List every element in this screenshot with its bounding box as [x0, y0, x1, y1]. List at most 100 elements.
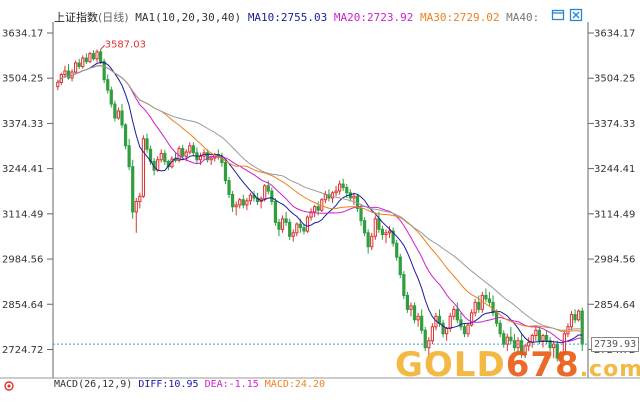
candle-body-down [573, 314, 577, 321]
candle [395, 239, 399, 261]
window-icon[interactable] [551, 7, 565, 21]
candle-body-down [270, 190, 274, 202]
y-tick-label-left: 3244.41 [2, 164, 43, 175]
candle-body-up [416, 315, 420, 321]
candle-body-up [452, 308, 456, 317]
y-tick-label-left: 2984.56 [2, 255, 43, 266]
candle [116, 107, 121, 120]
close-icon[interactable] [569, 7, 583, 22]
candle-body-up [541, 334, 545, 342]
candle [430, 323, 434, 345]
candle-body-down [377, 218, 381, 230]
macd-settings-icon[interactable] [2, 378, 16, 397]
candle [412, 302, 417, 324]
candle-body-down [405, 294, 410, 310]
candle [159, 149, 163, 163]
candle-body-down [362, 220, 367, 234]
candle-body-down [491, 301, 495, 314]
candle [145, 133, 149, 153]
candle-body-up [95, 51, 99, 60]
candle-body-up [530, 334, 534, 343]
candle-body-down [223, 162, 228, 182]
peak-value-label: 3587.03 [105, 39, 146, 50]
candle [74, 60, 78, 75]
diff-label: DIFF:10.95 [138, 379, 199, 390]
candle-body-down [120, 110, 124, 126]
candle-body-down [502, 333, 506, 345]
candle-body-up [198, 155, 203, 161]
y-tick-label-right: 3114.49 [594, 209, 635, 220]
candle [95, 49, 99, 63]
candle-body-up [330, 192, 335, 199]
candle-body-up [569, 314, 574, 328]
candle [81, 55, 85, 69]
candle [277, 218, 281, 237]
candle [288, 218, 292, 240]
candle [245, 198, 249, 211]
candle-body-down [437, 315, 442, 324]
candle [120, 104, 124, 129]
candle-body-up [334, 190, 338, 194]
y-tick-label-right: 3244.41 [594, 164, 635, 175]
candle [138, 192, 142, 209]
candle [359, 204, 363, 226]
candle [341, 178, 345, 192]
chart-header: 上证指数(日线) MA1(10,20,30,40) MA10:2755.03 M… [54, 9, 539, 25]
candle-body-down [230, 194, 235, 208]
y-tick-label-left: 3634.17 [2, 28, 43, 39]
candle-body-down [487, 298, 492, 303]
candle [109, 86, 113, 108]
candle [387, 225, 392, 239]
candle [519, 333, 524, 359]
ma20-line [57, 65, 583, 343]
candle [505, 333, 509, 352]
y-tick-label-left: 3504.25 [2, 74, 43, 85]
candle-body-down [462, 326, 467, 335]
candle-body-down [66, 70, 71, 79]
candle-body-down [345, 187, 349, 194]
candle-body-down [77, 62, 81, 67]
y-tick-label-right: 2854.64 [594, 300, 635, 311]
candle-body-up [313, 206, 317, 213]
candle [484, 288, 488, 303]
moving-average-lines [57, 61, 583, 344]
candle [541, 333, 545, 348]
candle [98, 49, 103, 65]
candle-body-down [402, 274, 406, 296]
candle-body-down [484, 294, 488, 300]
candle-body-up [409, 305, 413, 310]
candle-body-down [163, 152, 167, 162]
candle-body-up [248, 194, 253, 202]
candle [370, 232, 374, 251]
candle-body-down [455, 308, 459, 321]
candle [391, 227, 395, 247]
candle [66, 64, 71, 80]
candle [323, 191, 327, 204]
candle-body-down [580, 310, 584, 345]
candle [352, 192, 356, 205]
candle-body-up [352, 195, 356, 199]
candle [573, 309, 577, 324]
candle [334, 185, 338, 197]
candle-body-up [74, 62, 78, 73]
candle-body-down [131, 166, 135, 213]
candle [163, 149, 167, 165]
candle [113, 100, 117, 122]
ma40-line [57, 65, 583, 331]
candle [405, 291, 410, 313]
candle-body-down [477, 301, 481, 310]
candle-body-up [473, 301, 477, 314]
candle [91, 50, 96, 61]
candle-body-up [159, 152, 163, 161]
y-tick-label-left: 2724.72 [2, 345, 43, 356]
candle-body-up [81, 57, 85, 67]
candle [123, 123, 128, 150]
candle [302, 224, 306, 235]
candle [452, 305, 456, 320]
candle-body-up [577, 310, 581, 321]
candle-body-up [430, 326, 434, 342]
candle [234, 201, 238, 216]
candle [559, 351, 563, 369]
candle-body-down [98, 51, 103, 63]
